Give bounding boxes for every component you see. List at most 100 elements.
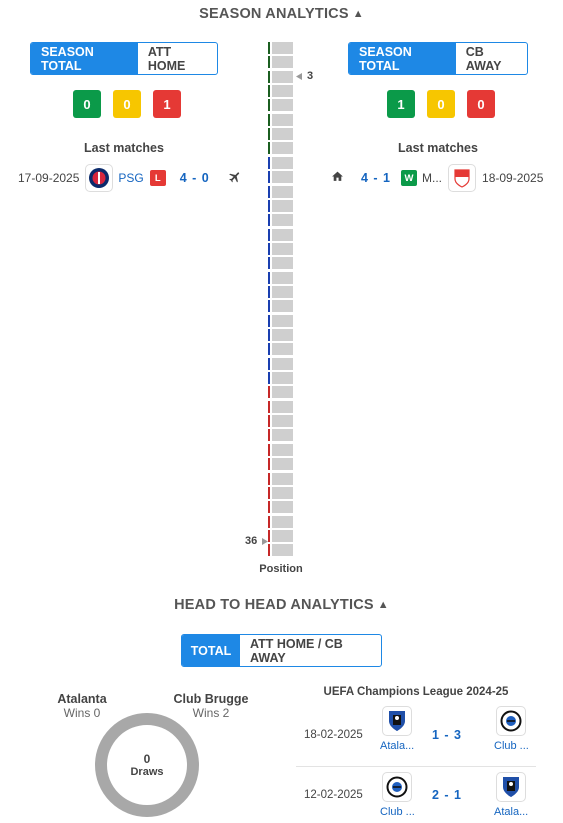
position-zone-mark: [268, 501, 270, 514]
opponent-name[interactable]: M...: [422, 171, 443, 185]
h2h-toggle: TOTAL ATT HOME / CB AWAY: [181, 634, 382, 667]
draws-label: Draws: [130, 766, 164, 778]
right-losses-count: 0: [467, 90, 495, 118]
h2h-row-divider: [296, 766, 536, 767]
left-tab-season-total[interactable]: SEASON TOTAL: [31, 43, 138, 74]
home-team-cell[interactable]: Atala...: [380, 706, 414, 752]
club-brugge-crest-icon: [496, 706, 526, 736]
team-position-marker-bottom: 36: [245, 535, 258, 547]
position-zone-mark: [268, 486, 270, 499]
left-season-toggle: SEASON TOTAL ATT HOME: [30, 42, 218, 75]
right-tab-cb-away[interactable]: CB AWAY: [465, 44, 502, 73]
left-last-matches-title: Last matches: [84, 141, 164, 155]
position-zone-mark: [268, 199, 270, 212]
position-zone-mark: [268, 429, 270, 442]
right-season-toggle: SEASON TOTAL CB AWAY: [348, 42, 528, 75]
match-score[interactable]: 4 - 0: [179, 171, 210, 185]
position-zone-mark: [268, 257, 270, 270]
h2h-match-row[interactable]: 12-02-2025 Club ... 2 - 1 Atala...: [296, 766, 536, 823]
draws-count: 0: [143, 752, 151, 766]
season-analytics-header[interactable]: SEASON ANALYTICS ▲: [0, 6, 563, 22]
opponent-name[interactable]: PSG: [118, 171, 144, 185]
position-rung: [272, 372, 293, 385]
position-zone-mark: [268, 458, 270, 471]
h2h-analytics-header[interactable]: HEAD TO HEAD ANALYTICS ▲: [0, 597, 563, 613]
position-rung: [272, 314, 293, 327]
left-result-counts: 0 0 1: [73, 90, 181, 118]
position-rung: [272, 70, 293, 83]
left-draws-count: 0: [113, 90, 141, 118]
competition-title: UEFA Champions League 2024-25: [323, 686, 509, 698]
position-zone-mark: [268, 415, 270, 428]
position-zone-mark: [268, 515, 270, 528]
right-last-match-row[interactable]: 4 - 1 W M... 18-09-2025: [331, 164, 543, 192]
left-last-match-row[interactable]: 17-09-2025 PSG L 4 - 0: [18, 164, 242, 192]
marker-arrow-left-icon: [296, 73, 302, 80]
position-rung: [272, 113, 293, 126]
result-badge: L: [149, 170, 166, 186]
club-brugge-crest-icon: [382, 772, 412, 802]
chevron-up-icon: ▲: [377, 599, 389, 611]
position-rung: [272, 242, 293, 255]
position-zone-mark: [268, 99, 270, 112]
position-rung: [272, 472, 293, 485]
match-date: 12-02-2025: [304, 789, 363, 801]
home-team-name: Atala...: [380, 740, 415, 752]
position-zone-mark: [268, 386, 270, 399]
match-date: 17-09-2025: [18, 171, 80, 185]
position-zone-mark: [268, 142, 270, 155]
away-team-name: Atala...: [494, 806, 529, 818]
home-team-cell[interactable]: Club ...: [380, 772, 415, 818]
position-rung: [272, 128, 293, 141]
h2h-tab-att-home-cb-away[interactable]: ATT HOME / CB AWAY: [250, 636, 343, 665]
position-zone-mark: [268, 400, 270, 413]
right-last-matches-title: Last matches: [398, 141, 478, 155]
position-rung: [272, 185, 293, 198]
position-zone-mark: [268, 271, 270, 284]
position-rung: [272, 42, 293, 54]
team-position-marker-top: 3: [307, 70, 314, 82]
right-draws-count: 0: [427, 90, 455, 118]
home-team-name: Club ...: [380, 806, 415, 818]
position-zone-mark: [268, 300, 270, 313]
position-rung: [272, 429, 293, 442]
position-rung: [272, 285, 293, 298]
left-tab-att-home[interactable]: ATT HOME: [147, 44, 186, 73]
position-zone-mark: [268, 372, 270, 385]
position-zone-mark: [268, 472, 270, 485]
match-score[interactable]: 2 - 1: [432, 788, 463, 802]
position-rung: [272, 171, 293, 184]
match-date: 18-09-2025: [482, 171, 544, 185]
away-team-cell[interactable]: Atala...: [494, 772, 528, 818]
position-rung: [272, 329, 293, 341]
left-wins-count: 0: [73, 90, 101, 118]
match-score[interactable]: 4 - 1: [361, 171, 392, 185]
right-wins-count: 1: [387, 90, 415, 118]
away-team-wins: Wins 2: [192, 706, 230, 720]
away-team-cell[interactable]: Club ...: [494, 706, 529, 752]
right-result-counts: 1 0 0: [387, 90, 495, 118]
position-zone-mark: [268, 357, 270, 370]
position-rung: [272, 544, 293, 557]
away-team-name: Club ...: [494, 740, 529, 752]
atalanta-crest-icon: [496, 772, 526, 802]
psg-crest-icon: [85, 164, 114, 192]
away-team-name: Club Brugge: [173, 692, 249, 706]
position-rung: [272, 501, 293, 514]
h2h-tab-total[interactable]: TOTAL: [182, 635, 240, 666]
home-icon: [331, 170, 344, 186]
position-rung: [272, 300, 293, 313]
h2h-match-row[interactable]: 18-02-2025 Atala... 1 - 3 Club ...: [296, 706, 536, 764]
position-rung: [272, 56, 293, 69]
match-date: 18-02-2025: [304, 729, 363, 741]
position-zone-mark: [268, 329, 270, 341]
match-score[interactable]: 1 - 3: [432, 728, 463, 742]
position-rung: [272, 214, 293, 227]
home-team-name: Atalanta: [57, 692, 107, 706]
atalanta-crest-icon: [382, 706, 412, 736]
position-zone-mark: [268, 285, 270, 298]
right-tab-season-total[interactable]: SEASON TOTAL: [349, 43, 456, 74]
position-zone-mark: [268, 529, 270, 542]
position-zone-mark: [268, 343, 270, 356]
position-zone-mark: [268, 185, 270, 198]
